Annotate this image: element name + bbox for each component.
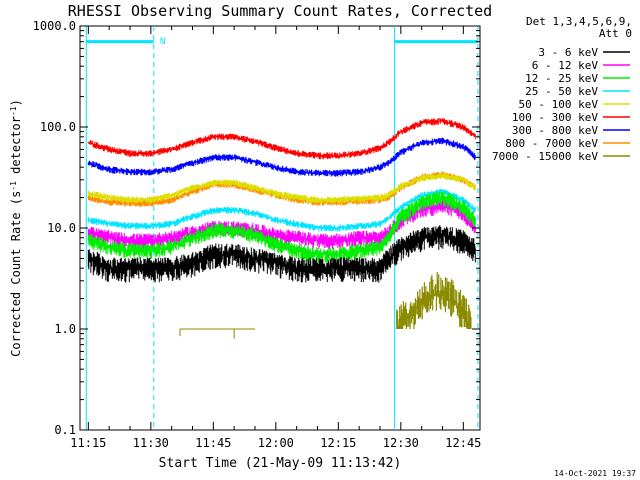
legend-label-8: 7000 - 15000 keV — [492, 150, 598, 163]
y-tick-label-1: 1.0 — [54, 322, 76, 336]
y-axis-label-end: ) — [9, 99, 23, 106]
legend-header-2: Att 0 — [599, 27, 632, 40]
y-axis-label: Corrected Count Rate (s-1 detector-1) — [9, 99, 24, 357]
series-trace — [87, 172, 476, 204]
night-marker: N — [160, 37, 165, 47]
series-4 — [87, 172, 476, 204]
series-0 — [87, 225, 476, 283]
y-tick-label-3: 100.0 — [40, 120, 76, 134]
legend-label-6: 300 - 800 keV — [512, 124, 598, 137]
x-axis-label: Start Time (21-May-09 11:13:42) — [159, 456, 402, 471]
series-6 — [87, 137, 476, 177]
series-trace — [87, 191, 476, 263]
series-2 — [87, 191, 476, 263]
legend-label-2: 12 - 25 keV — [525, 72, 598, 85]
y-axis-label-sup2: -1 — [9, 106, 18, 116]
x-axis-ticks: 11:15 11:30 11:45 12:00 12:15 12:30 12:45 — [70, 26, 481, 450]
x-tick-label-5: 12:30 — [383, 436, 419, 450]
y-axis-label-main: Corrected Count Rate (s — [9, 191, 23, 357]
legend-label-4: 50 - 100 keV — [519, 98, 599, 111]
y-tick-label-0: 0.1 — [54, 423, 76, 437]
series-trace — [87, 225, 476, 283]
legend-label-0: 3 - 6 keV — [538, 46, 598, 59]
y-axis-ticks: 0.1 1.0 10.0 100.0 1000.0 — [33, 19, 480, 437]
x-tick-label-4: 12:15 — [320, 436, 356, 450]
series-5 — [87, 118, 476, 160]
legend-label-5: 100 - 300 keV — [512, 111, 598, 124]
y-tick-label-4: 1000.0 — [33, 19, 76, 33]
y-axis-label-mid: detector — [9, 116, 23, 181]
legend-label-7: 800 - 7000 keV — [505, 137, 598, 150]
y-tick-label-2: 10.0 — [47, 221, 76, 235]
x-tick-label-0: 11:15 — [70, 436, 106, 450]
series-layer — [87, 118, 476, 339]
chart-title: RHESSI Observing Summary Count Rates, Co… — [68, 2, 492, 20]
series-trace — [87, 137, 476, 177]
x-tick-label-2: 11:45 — [195, 436, 231, 450]
series-segment — [396, 272, 472, 329]
series-8 — [179, 272, 472, 339]
timestamp: 14-Oct-2021 19:37 — [554, 469, 636, 478]
x-tick-label-1: 11:30 — [133, 436, 169, 450]
series-trace — [87, 118, 476, 160]
legend-header-1: Det 1,3,4,5,6,9, — [526, 15, 632, 28]
x-tick-label-3: 12:00 — [258, 436, 294, 450]
y-axis-label-sup1: -1 — [9, 181, 18, 191]
legend-label-1: 6 - 12 keV — [532, 59, 599, 72]
legend-label-3: 25 - 50 keV — [525, 85, 598, 98]
x-tick-label-6: 12:45 — [445, 436, 481, 450]
